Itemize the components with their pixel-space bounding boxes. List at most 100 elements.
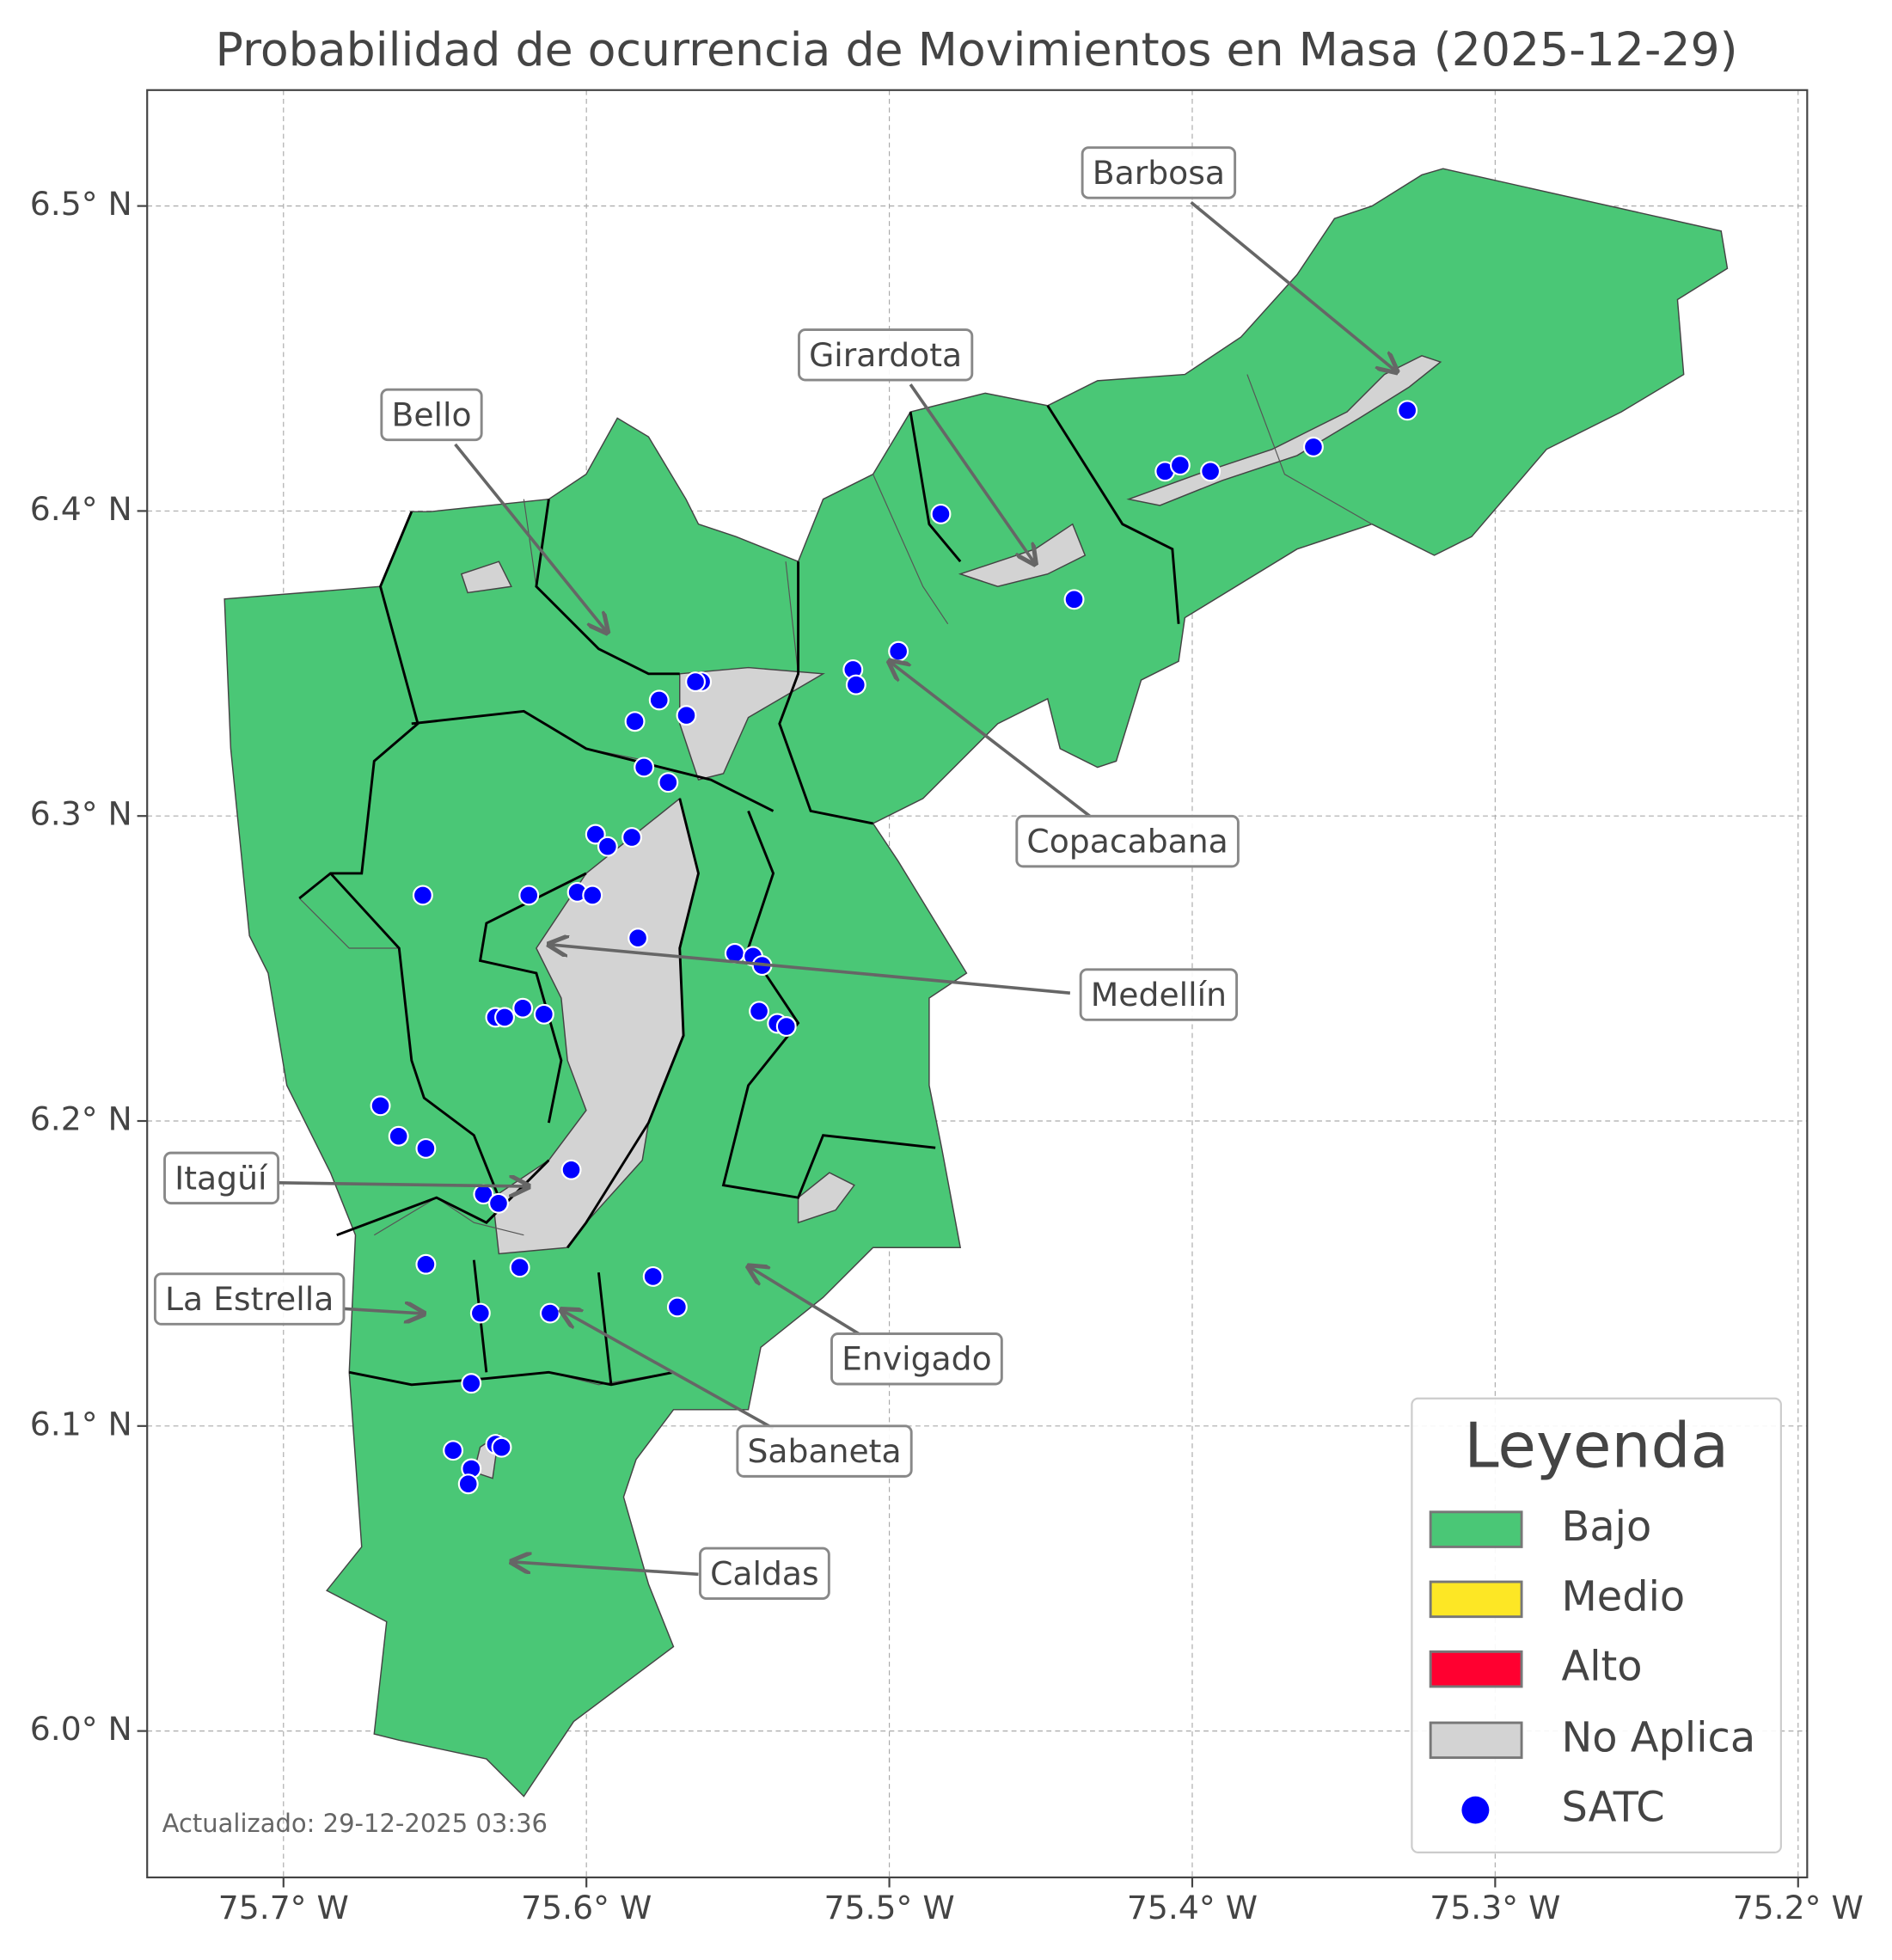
- satc-point: [512, 997, 534, 1019]
- annotation-box: [163, 1151, 280, 1205]
- x-tick-label: 75.6° W: [521, 1889, 652, 1926]
- satc-points: [370, 400, 1418, 1495]
- annotation-label: Copacabana: [1026, 823, 1228, 861]
- x-tick-label: 75.5° W: [824, 1889, 955, 1926]
- satc-point: [443, 1440, 464, 1461]
- satc-point: [518, 885, 540, 906]
- municipality: [223, 168, 1729, 1798]
- y-tick-label: 6.0° N: [30, 1710, 132, 1748]
- satc-point: [488, 1192, 509, 1214]
- legend-label: Bajo: [1562, 1504, 1652, 1551]
- satc-point: [658, 772, 679, 793]
- legend: Leyenda Bajo Medio Alto No Aplica SATC: [1411, 1397, 1782, 1853]
- footnote: Actualizado: 29-12-2025 03:36: [162, 1809, 548, 1838]
- annotation-arrow: [342, 1308, 424, 1314]
- annotation-arrow: [454, 443, 608, 633]
- annotation-label: Sabaneta: [747, 1432, 901, 1470]
- legend-swatch: [1429, 1580, 1523, 1619]
- satc-point: [415, 1137, 437, 1159]
- satc-point: [1063, 589, 1085, 610]
- no-aplica-area: [1126, 355, 1442, 506]
- satc-point: [845, 674, 866, 695]
- satc-point: [582, 885, 603, 906]
- satc-point: [412, 885, 433, 906]
- satc-point: [930, 503, 952, 524]
- regions: [223, 168, 1729, 1798]
- satc-point: [457, 1473, 479, 1495]
- annotation-label: La Estrella: [165, 1280, 334, 1318]
- satc-point: [676, 705, 697, 726]
- legend-swatch: [1429, 1650, 1523, 1688]
- satc-point: [634, 756, 655, 778]
- legend-label: Alto: [1562, 1644, 1643, 1691]
- x-tick-label: 75.2° W: [1733, 1889, 1864, 1926]
- legend-label: SATC: [1562, 1785, 1665, 1832]
- satc-point: [666, 1296, 688, 1318]
- annotation-arrow: [277, 1183, 529, 1186]
- legend-marker: [1461, 1796, 1490, 1824]
- annotation-box: [699, 1547, 830, 1601]
- annotations: Barbosa Girardota Bello Copacabana Medellín I…: [153, 146, 1397, 1601]
- y-tick-label: 6.3° N: [30, 795, 132, 833]
- satc-point: [624, 711, 646, 732]
- annotation-arrow: [909, 383, 1035, 564]
- satc-point: [1302, 436, 1324, 457]
- legend-title: Leyenda: [1464, 1410, 1729, 1482]
- satc-point: [509, 1257, 530, 1278]
- satc-point: [888, 640, 909, 662]
- satc-point: [621, 827, 643, 848]
- annotation-arrow: [1190, 200, 1397, 371]
- annotation-label: Medellín: [1091, 976, 1227, 1014]
- legend-label: Medio: [1562, 1573, 1686, 1620]
- y-tick-label: 6.4° N: [30, 490, 132, 528]
- satc-point: [388, 1125, 409, 1147]
- satc-point: [628, 928, 649, 949]
- satc-point: [642, 1265, 664, 1287]
- satc-point: [560, 1159, 582, 1180]
- x-tick-label: 75.3° W: [1430, 1889, 1560, 1926]
- y-tick-label: 6.1° N: [30, 1405, 132, 1442]
- annotation-label: Bello: [391, 395, 471, 433]
- annotation-label: Itagüí: [175, 1159, 268, 1197]
- satc-point: [597, 836, 618, 857]
- satc-point: [415, 1253, 437, 1275]
- x-tick-label: 75.4° W: [1127, 1889, 1258, 1926]
- annotation-arrow: [511, 1562, 699, 1577]
- x-tick-label: 75.7° W: [218, 1889, 349, 1926]
- annotation-box: [1015, 814, 1240, 868]
- map-frame: [146, 89, 1809, 1879]
- satc-point: [585, 824, 606, 845]
- satc-point: [648, 689, 670, 711]
- satc-point: [749, 1001, 770, 1022]
- satc-point: [494, 1007, 516, 1028]
- annotation-box: [1079, 968, 1239, 1021]
- legend-swatch: [1429, 1510, 1523, 1548]
- annotation-box: [798, 328, 974, 382]
- annotation-label: Barbosa: [1093, 154, 1225, 192]
- annotation-arrow: [548, 945, 1071, 995]
- no-aplica-area: [797, 1172, 855, 1224]
- satc-point: [533, 1003, 554, 1025]
- annotation-arrow: [749, 1266, 862, 1337]
- satc-point: [469, 1302, 491, 1324]
- satc-point: [539, 1302, 560, 1324]
- no-aplica-area: [679, 666, 825, 781]
- annotation-box: [1081, 146, 1237, 199]
- annotation-box: [736, 1424, 913, 1478]
- annotation-arrow: [561, 1310, 775, 1430]
- satc-point: [1200, 461, 1222, 482]
- annotation-box: [830, 1332, 1003, 1386]
- satc-point: [491, 1436, 512, 1458]
- y-tick-label: 6.2° N: [30, 1100, 132, 1138]
- annotation-label: Envigado: [842, 1340, 992, 1378]
- satc-point: [1397, 400, 1418, 421]
- annotation-label: Caldas: [710, 1554, 819, 1592]
- y-tick-label: 6.5° N: [30, 185, 132, 223]
- satc-point: [1169, 455, 1191, 476]
- satc-point: [775, 1016, 797, 1037]
- satc-point: [461, 1373, 482, 1394]
- annotation-arrow: [889, 661, 1093, 819]
- legend-swatch: [1429, 1721, 1523, 1760]
- annotation-box: [380, 388, 483, 442]
